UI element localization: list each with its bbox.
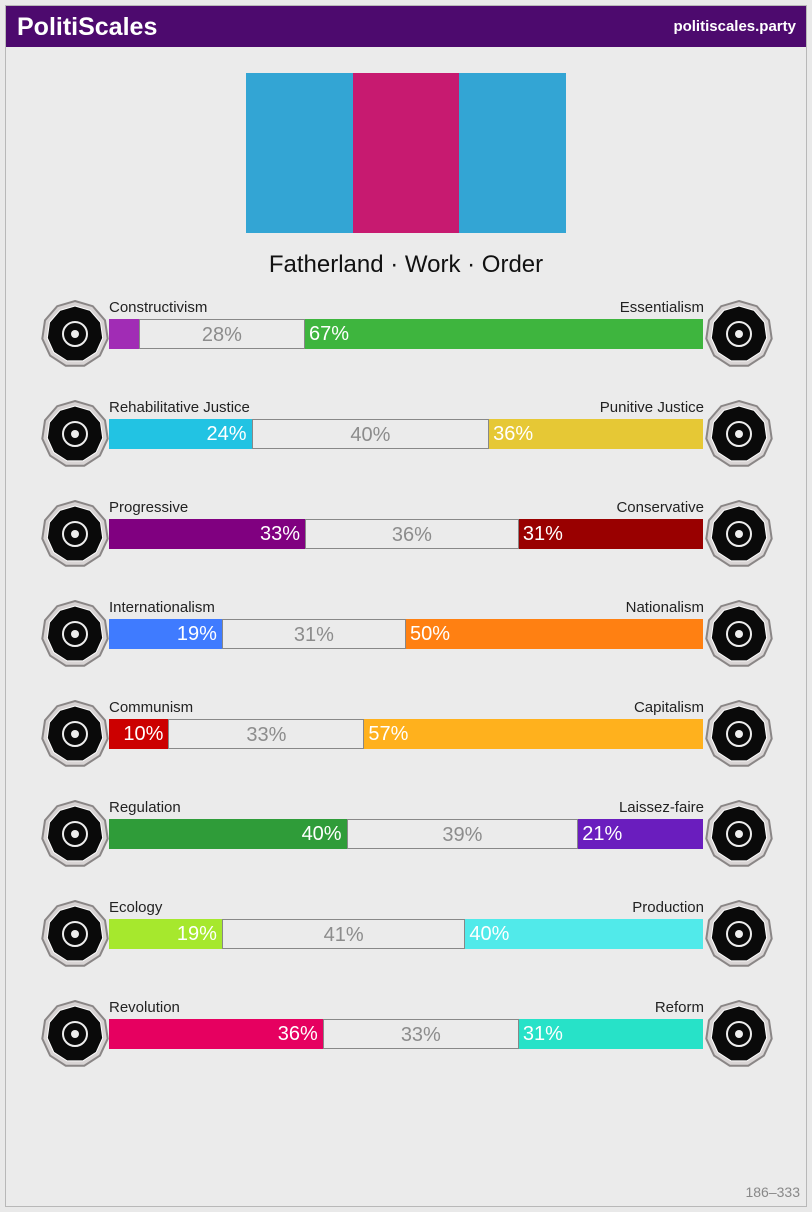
axis-left-name: Communism	[109, 699, 194, 716]
axis-bar: 40% 39% 21%	[109, 819, 703, 849]
axis-right-name: Essentialism	[619, 299, 704, 316]
butterfly-icon	[703, 798, 775, 870]
neutral-segment: 33%	[168, 719, 365, 749]
right-segment: 31%	[518, 519, 703, 549]
left-segment: 40%	[109, 819, 347, 849]
flag	[246, 73, 567, 233]
right-segment: 31%	[518, 1019, 703, 1049]
axis-right-name: Laissez-faire	[618, 799, 704, 816]
left-segment: 19%	[109, 919, 222, 949]
neutral-segment: 33%	[322, 1019, 519, 1049]
axis-right-name: Punitive Justice	[599, 399, 704, 416]
axis-left-name: Constructivism	[109, 299, 208, 316]
right-segment: 40%	[465, 919, 703, 949]
header: PolitiScales politiscales.party	[6, 6, 806, 47]
axis-left-name: Internationalism	[109, 599, 215, 616]
axis-right-name: Nationalism	[625, 599, 704, 616]
prison-bars-icon	[703, 398, 775, 470]
axis-left-name: Revolution	[109, 999, 180, 1016]
neutral-segment: 39%	[346, 819, 579, 849]
axis-right-name: Production	[632, 899, 704, 916]
axis-left-name: Rehabilitative Justice	[109, 399, 250, 416]
axis-row: Internationalism Nationalism 19% 31% 50%	[6, 599, 806, 679]
hammer-sickle-icon	[39, 698, 111, 770]
boat-icon	[703, 998, 775, 1070]
gear-icon	[703, 898, 775, 970]
axis-right-name: Conservative	[616, 499, 704, 516]
left-segment: 36%	[109, 1019, 323, 1049]
axis-bar: 19% 31% 50%	[109, 619, 703, 649]
axis-bar: 19% 41% 40%	[109, 919, 703, 949]
axis-bar: 36% 33% 31%	[109, 1019, 703, 1049]
axis-row: Progressive Conservative 33% 36% 31%	[6, 499, 806, 579]
app-title: PolitiScales	[17, 13, 158, 41]
right-segment: 57%	[364, 719, 703, 749]
left-segment: 19%	[109, 619, 222, 649]
right-segment: 21%	[578, 819, 703, 849]
money-bag-icon	[703, 698, 775, 770]
axis-row: Constructivism Essentialism 28% 67%	[6, 299, 806, 379]
neutral-segment: 40%	[251, 419, 490, 449]
flag-stripe	[352, 73, 460, 233]
axis-left-name: Ecology	[109, 899, 163, 916]
axis-row: Ecology Production 19% 41% 40%	[6, 899, 806, 979]
rocket-icon	[39, 498, 111, 570]
axis-right-name: Reform	[654, 999, 704, 1016]
neutral-segment: 31%	[221, 619, 406, 649]
left-segment	[109, 319, 139, 349]
site-link[interactable]: politiscales.party	[673, 18, 796, 35]
flag-icon	[703, 598, 775, 670]
axis-right-name: Capitalism	[633, 699, 704, 716]
axis-row: Regulation Laissez-faire 40% 39% 21%	[6, 799, 806, 879]
right-segment: 50%	[405, 619, 703, 649]
right-segment: 67%	[305, 319, 703, 349]
eye-icon	[39, 298, 111, 370]
left-segment: 33%	[109, 519, 306, 549]
neutral-segment: 28%	[138, 319, 305, 349]
fist-icon	[39, 998, 111, 1070]
footer-code: 186–333	[745, 1184, 800, 1200]
ruler-icon	[39, 798, 111, 870]
axis-row: Rehabilitative Justice Punitive Justice …	[6, 399, 806, 479]
flag-stripe	[246, 73, 353, 233]
axis-bar: 28% 67%	[109, 319, 703, 349]
globe-icon	[39, 598, 111, 670]
axis-left-name: Progressive	[109, 499, 189, 516]
results-card: PolitiScales politiscales.party Fatherla…	[5, 5, 807, 1207]
right-segment: 36%	[489, 419, 703, 449]
left-segment: 24%	[109, 419, 252, 449]
plant-icon	[39, 898, 111, 970]
handshake-icon	[39, 398, 111, 470]
flag-stripe	[459, 73, 567, 233]
axis-bar: 10% 33% 57%	[109, 719, 703, 749]
axis-left-name: Regulation	[109, 799, 181, 816]
axis-row: Revolution Reform 36% 33% 31%	[6, 999, 806, 1079]
left-segment: 10%	[109, 719, 169, 749]
axis-bar: 33% 36% 31%	[109, 519, 703, 549]
axis-bar: 24% 40% 36%	[109, 419, 703, 449]
motto: Fatherland · Work · Order	[268, 251, 544, 278]
neutral-segment: 36%	[305, 519, 519, 549]
flower-icon	[703, 298, 775, 370]
quill-icon	[703, 498, 775, 570]
axis-row: Communism Capitalism 10% 33% 57%	[6, 699, 806, 779]
neutral-segment: 41%	[221, 919, 466, 949]
